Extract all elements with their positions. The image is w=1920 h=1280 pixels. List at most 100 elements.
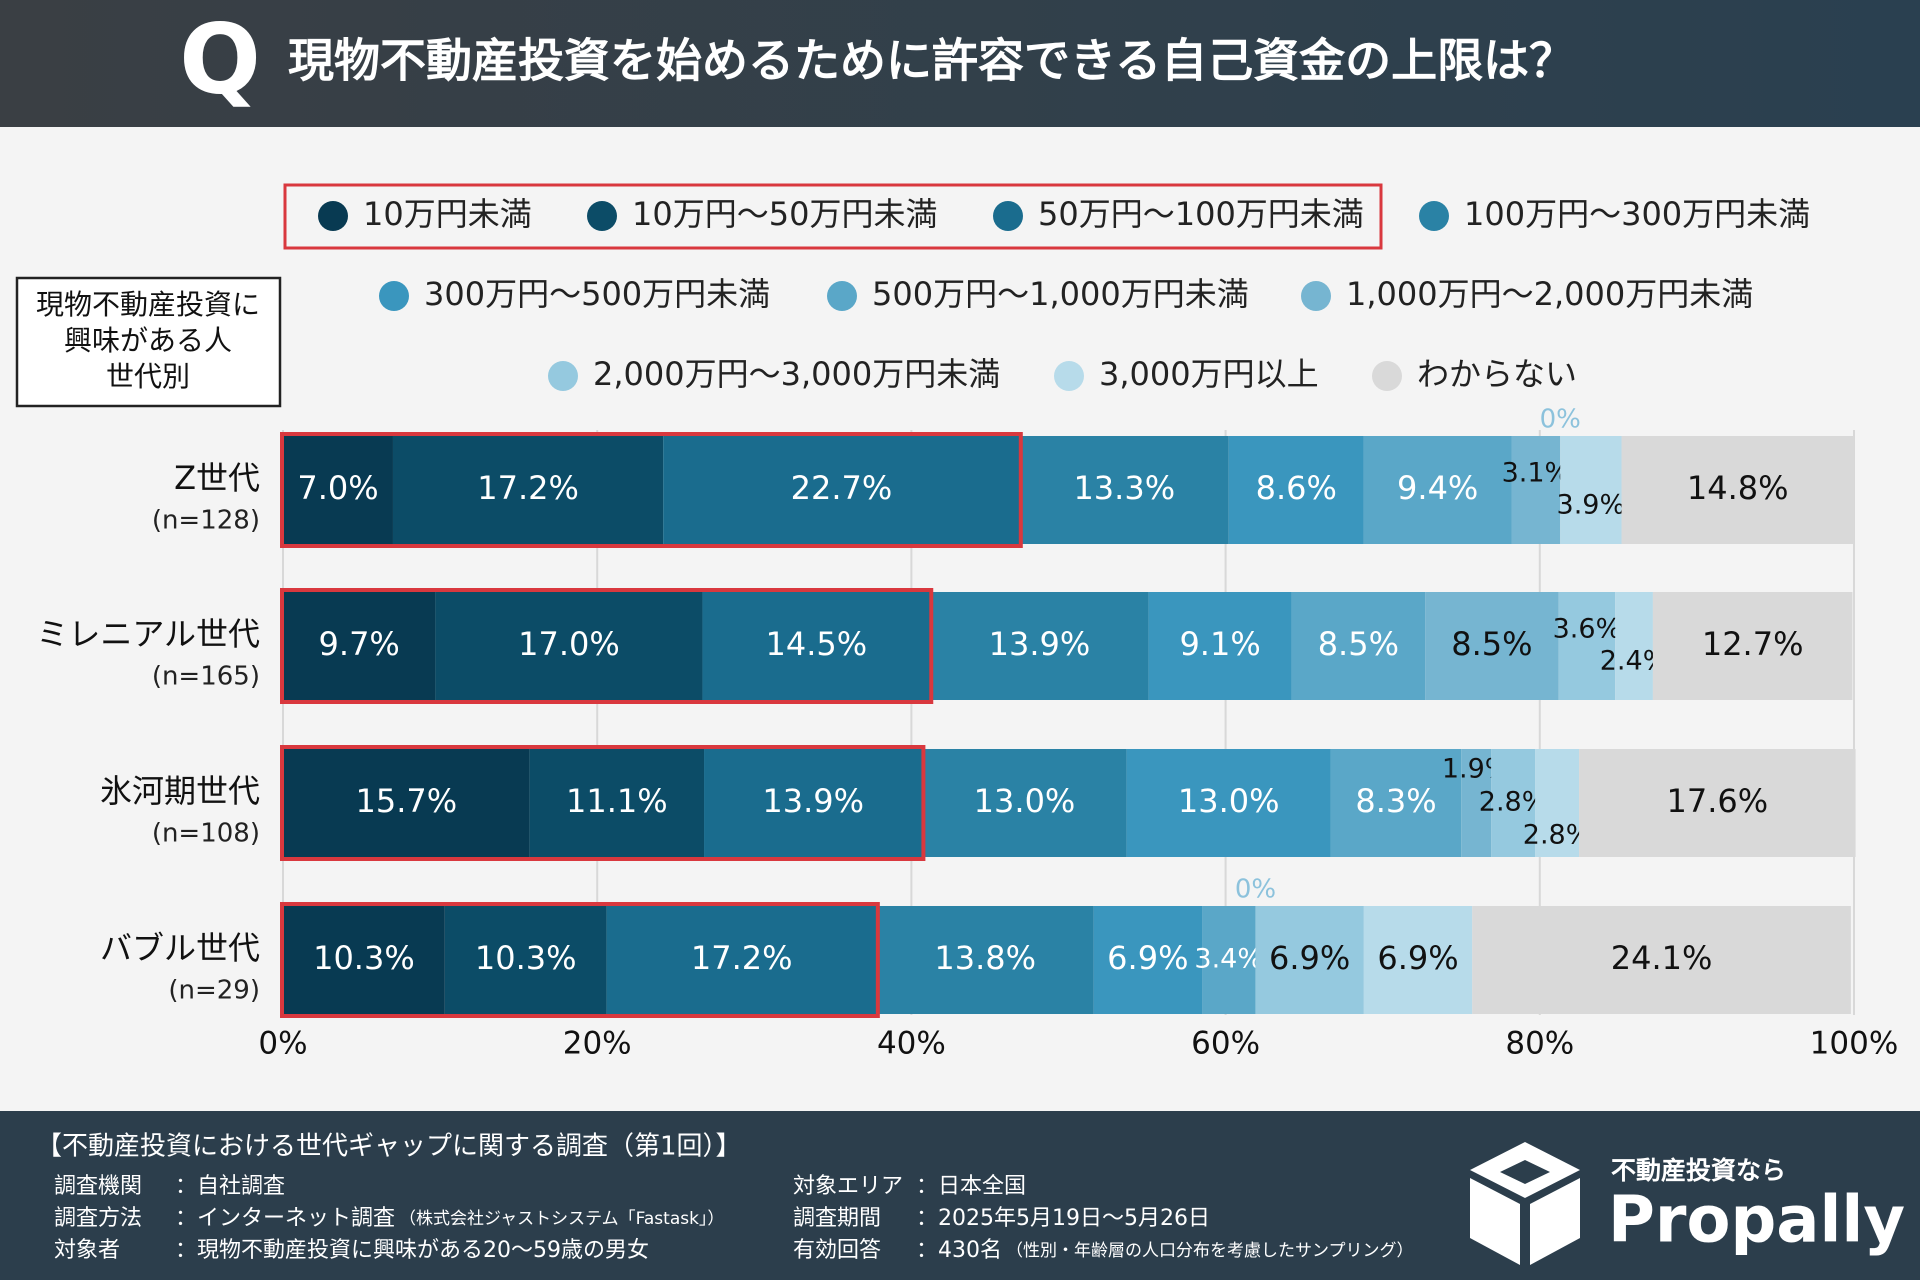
value-label: 13.0% [1178, 782, 1280, 820]
header-title: 現物不動産投資を始めるために許容できる自己資金の上限は？ [288, 34, 1575, 88]
legend-label: 100万円～300万円未満 [1464, 195, 1810, 233]
bar-segment [1615, 592, 1653, 700]
value-label: 9.7% [319, 625, 400, 663]
bar-segment [704, 749, 923, 857]
value-label: 13.8% [934, 939, 1036, 977]
legend-swatch [993, 201, 1023, 231]
header-mark: Q [179, 3, 261, 115]
bar-segment [876, 906, 1094, 1014]
category-label: 氷河期世代 [100, 772, 260, 810]
legend-label: 10万円未満 [363, 195, 532, 233]
bar-segment [1330, 749, 1462, 857]
value-label: 17.0% [518, 625, 620, 663]
group-label-box [15, 276, 282, 408]
bar-segment [922, 749, 1127, 857]
legend-label: 2,000万円～3,000万円未満 [593, 355, 1000, 393]
value-label: 3.9% [1557, 490, 1626, 521]
footer-bar [0, 1111, 1920, 1280]
legend-label: 1,000万円～2,000万円未満 [1346, 275, 1753, 313]
category-label: ミレニアル世代 [36, 615, 260, 653]
group-label: 現物不動産投資に [36, 288, 260, 321]
bar-segment [1621, 436, 1854, 544]
bar-segment [435, 592, 703, 700]
value-label: 6.9% [1269, 939, 1350, 977]
highlight-box [280, 588, 934, 704]
legend-swatch [1372, 361, 1402, 391]
footer-value: ：2025年5月19日～5月26日 [916, 1206, 1210, 1231]
legend-swatch [379, 281, 409, 311]
header-bar [0, 0, 1920, 127]
footer-value: ：430名 [916, 1238, 1002, 1263]
legend-label: 3,000万円以上 [1099, 355, 1319, 393]
value-label: 10.3% [475, 939, 577, 977]
bar-segment [1255, 906, 1364, 1014]
bar-segment [283, 592, 436, 700]
footer-label: 調査方法 [54, 1206, 142, 1231]
footer-label: 有効回答 [793, 1238, 881, 1263]
bar-segment [1126, 749, 1331, 857]
bar-segment [392, 436, 664, 544]
value-label: 14.8% [1687, 469, 1789, 507]
value-label: 6.9% [1377, 939, 1458, 977]
bar-segment [1093, 906, 1203, 1014]
value-label: 8.3% [1355, 782, 1436, 820]
legend-label: 10万円～50万円未満 [632, 195, 937, 233]
legend-swatch [1301, 281, 1331, 311]
sample-size: (n=128) [152, 506, 260, 536]
value-label: 10.3% [313, 939, 415, 977]
value-label: 8.5% [1318, 625, 1399, 663]
bar-segment [1558, 592, 1616, 700]
legend-label: わからない [1417, 355, 1577, 393]
bar-segment [930, 592, 1149, 700]
bar-segment [1019, 436, 1229, 544]
highlight-box [280, 745, 926, 861]
x-tick-label: 40% [877, 1026, 946, 1062]
bar-segment [1228, 436, 1364, 544]
value-label: 6.9% [1107, 939, 1188, 977]
legend-swatch [1419, 201, 1449, 231]
bar-segment [444, 906, 607, 1014]
value-label: 3.1% [1502, 458, 1571, 489]
bar-segment [1560, 436, 1622, 544]
sample-size: (n=165) [152, 662, 260, 692]
value-label: 7.0% [297, 469, 378, 507]
bar-segment [1202, 906, 1256, 1014]
legend-highlight [283, 183, 1383, 250]
bar-segment [1461, 749, 1492, 857]
bar-segment [1148, 592, 1292, 700]
footer-label: 対象エリア [793, 1174, 903, 1199]
value-label: 24.1% [1611, 939, 1713, 977]
value-label: 8.5% [1451, 625, 1532, 663]
group-label: 世代別 [106, 360, 190, 393]
bar-segment [283, 436, 393, 544]
x-tick-label: 0% [258, 1026, 307, 1062]
highlight-box [280, 432, 1023, 548]
value-label: 3.6% [1553, 614, 1622, 645]
bar-segment [283, 749, 530, 857]
value-label: 0% [1540, 405, 1581, 435]
bar-segment [606, 906, 877, 1014]
value-label: 12.7% [1702, 625, 1804, 663]
value-label: 8.6% [1256, 469, 1337, 507]
footer-note: （株式会社ジャストシステム「Fastask」） [399, 1209, 724, 1229]
x-tick-label: 80% [1505, 1026, 1574, 1062]
bar-segment [1652, 592, 1853, 700]
bar-segment [1491, 749, 1536, 857]
bar-segment [663, 436, 1020, 544]
value-label: 22.7% [791, 469, 893, 507]
legend-swatch [318, 201, 348, 231]
footer-label: 調査期間 [793, 1206, 881, 1231]
category-label: バブル世代 [100, 929, 260, 967]
footer-value: ：自社調査 [175, 1174, 285, 1199]
value-label: 13.0% [974, 782, 1076, 820]
footer-label: 対象者 [54, 1238, 120, 1263]
bar-segment [1291, 592, 1426, 700]
footer-value: ：インターネット調査 [175, 1206, 395, 1231]
value-label: 13.9% [989, 625, 1091, 663]
legend-label: 300万円～500万円未満 [424, 275, 770, 313]
bar-segment [702, 592, 931, 700]
value-label: 3.4% [1194, 944, 1263, 975]
x-tick-label: 20% [563, 1026, 632, 1062]
